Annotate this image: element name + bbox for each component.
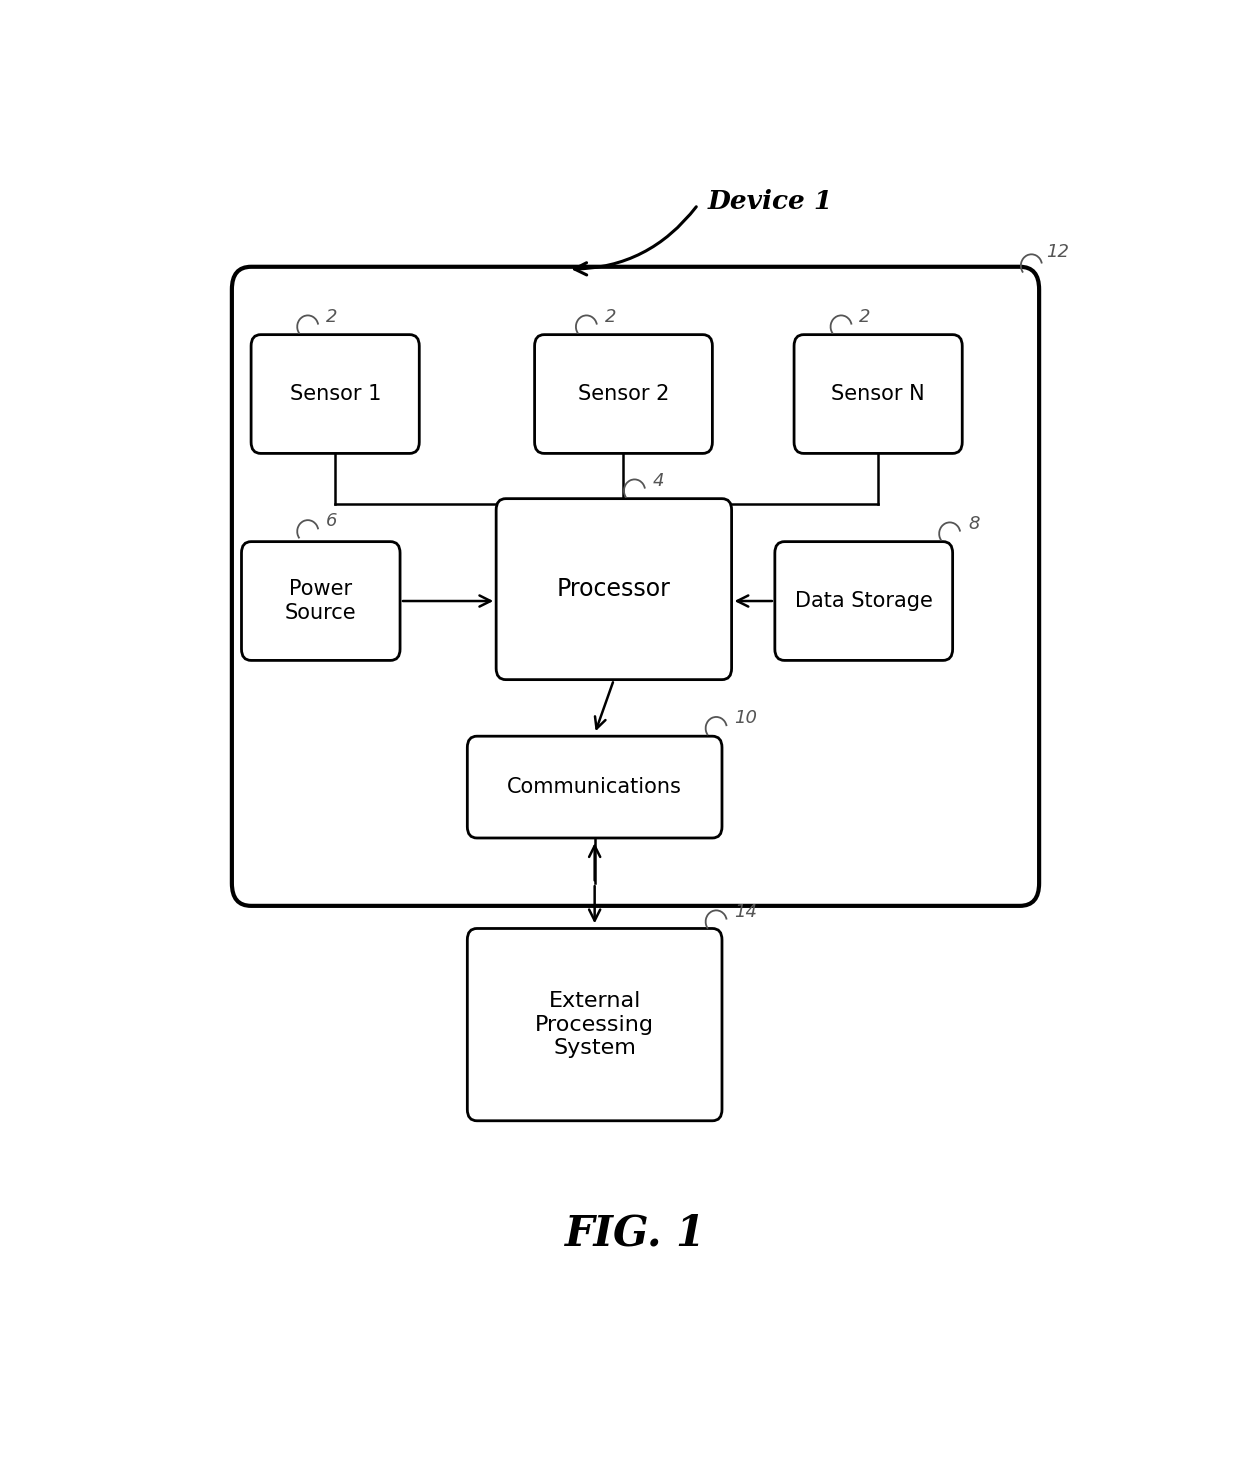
Text: Data Storage: Data Storage <box>795 591 932 611</box>
FancyBboxPatch shape <box>496 498 732 680</box>
Text: 14: 14 <box>734 902 758 921</box>
Text: 2: 2 <box>326 307 337 326</box>
Text: 8: 8 <box>968 514 980 533</box>
Text: 6: 6 <box>326 513 337 530</box>
Text: 10: 10 <box>734 710 758 727</box>
Text: Communications: Communications <box>507 777 682 798</box>
FancyBboxPatch shape <box>534 335 713 454</box>
Text: External
Processing
System: External Processing System <box>536 992 655 1058</box>
Text: Processor: Processor <box>557 577 671 601</box>
FancyBboxPatch shape <box>467 736 722 837</box>
FancyBboxPatch shape <box>467 928 722 1121</box>
Text: 2: 2 <box>859 307 870 326</box>
FancyBboxPatch shape <box>250 335 419 454</box>
Text: Device 1: Device 1 <box>708 188 833 213</box>
Text: Sensor 2: Sensor 2 <box>578 383 670 404</box>
Text: Power
Source: Power Source <box>285 579 357 623</box>
FancyBboxPatch shape <box>242 542 401 661</box>
Text: Sensor N: Sensor N <box>831 383 925 404</box>
Text: 4: 4 <box>652 472 665 489</box>
Text: 2: 2 <box>605 307 616 326</box>
Text: Sensor 1: Sensor 1 <box>289 383 381 404</box>
FancyBboxPatch shape <box>775 542 952 661</box>
FancyBboxPatch shape <box>794 335 962 454</box>
Text: 12: 12 <box>1045 242 1069 261</box>
Text: FIG. 1: FIG. 1 <box>565 1213 706 1255</box>
FancyBboxPatch shape <box>232 267 1039 906</box>
